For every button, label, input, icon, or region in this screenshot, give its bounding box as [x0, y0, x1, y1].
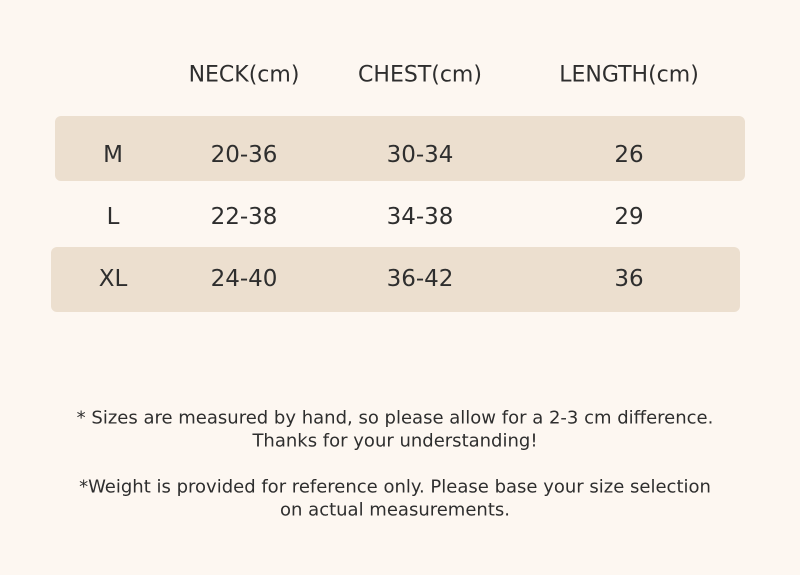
column-header: LENGTH(cm) — [559, 62, 699, 88]
table-cell: 36 — [614, 266, 644, 292]
note-line: on actual measurements. — [280, 499, 510, 521]
table-cell: 20-36 — [210, 142, 278, 168]
table-cell: 30-34 — [386, 142, 454, 168]
table-cell: 26 — [614, 142, 644, 168]
column-header: NECK(cm) — [188, 62, 300, 88]
size-label: M — [103, 142, 123, 168]
note-line: Thanks for your understanding! — [252, 430, 538, 452]
size-label: XL — [98, 266, 128, 292]
size-label: L — [106, 204, 120, 230]
table-cell: 29 — [614, 204, 644, 230]
table-cell: 22-38 — [210, 204, 278, 230]
row-band — [55, 116, 745, 181]
table-cell: 34-38 — [386, 204, 454, 230]
table-cell: 36-42 — [386, 266, 454, 292]
column-header: CHEST(cm) — [358, 62, 482, 88]
row-band — [51, 247, 740, 312]
note-line: *Weight is provided for reference only. … — [79, 476, 711, 498]
table-cell: 24-40 — [210, 266, 278, 292]
note-line: * Sizes are measured by hand, so please … — [76, 407, 714, 429]
